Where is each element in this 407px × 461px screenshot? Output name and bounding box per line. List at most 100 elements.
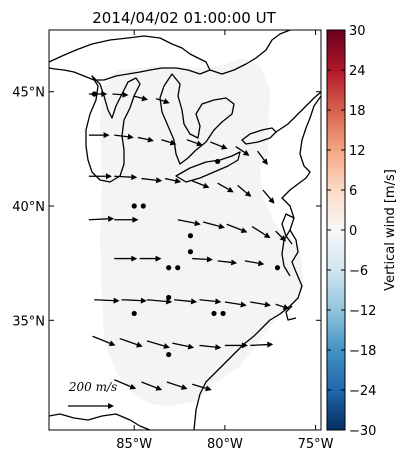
wind-arrow-head [205,385,212,392]
wind-arrow-head [127,133,134,140]
wind-arrow-shaft [114,379,131,388]
wind-arrow [166,381,188,390]
zero-wind-point [140,203,146,209]
wind-arrow-shaft [275,303,284,308]
colorbar-tick-label: 0 [349,224,357,239]
wind-arrow-head [194,220,201,227]
wind-arrow-shaft [251,226,266,236]
zero-wind-point [166,294,172,301]
wind-arrow-head [268,197,275,204]
wind-arrow [114,174,138,181]
wind-arrow-shaft [174,299,192,303]
map-frame [48,29,322,431]
wind-arrow-shaft [262,189,272,200]
wind-arrow-head [267,341,274,348]
wind-arrow [237,184,252,197]
wind-arrow [161,139,177,146]
wind-arrow-shaft [217,260,232,264]
reference-arrow-label: 200 m/s [68,380,117,394]
wind-arrow [88,173,112,180]
wind-arrow-head [206,256,213,263]
wind-arrow [192,180,210,189]
wind-arrow-shaft [141,381,157,389]
reference-arrow-glyph-head [108,403,114,409]
wind-arrow-shaft [146,299,167,303]
reference-arrow [68,403,114,409]
gulf-coast [49,413,151,430]
wind-arrow-shaft [164,177,176,182]
wind-arrow-head [105,173,112,180]
wind-arrow-shaft [114,175,132,178]
wind-arrow [114,216,139,223]
wind-arrow-head [163,98,170,105]
wind-arrow-shaft [235,146,245,153]
x-axis: 85°W 80°W 75°W [116,30,334,452]
wind-arrow-head [174,177,182,184]
wind-arrow-head [129,383,137,390]
pamlico-sound [285,305,297,321]
wind-arrow [119,337,143,348]
zero-wind-point [131,203,137,209]
wind-arrow [244,260,265,267]
wind-arrow-shaft [226,223,243,231]
zero-wind-point [166,351,172,358]
wind-arrow [224,342,248,349]
wind-arrow-shaft [244,260,259,264]
wind-arrow-head [131,255,138,262]
wind-arrow [199,344,222,351]
wind-arrow-shaft [250,343,268,347]
wind-arrow [141,381,163,391]
colorbar-tick-label: 24 [349,64,366,79]
zero-wind-point [211,310,217,317]
wind-arrow-shaft [192,180,205,187]
wind-arrow-head [218,223,225,230]
x-tick-label: 85°W [116,437,152,452]
wind-arrow [174,298,198,305]
wind-arrow [155,97,170,105]
wind-arrow [257,150,268,165]
wind-arrow-head [242,149,250,156]
wind-arrow [146,340,170,349]
wind-arrow-head [131,174,138,181]
wind-arrow [177,219,201,227]
wind-arrow-shaft [166,381,183,388]
wind-arrow-head [230,259,238,266]
wind-arrow-head [113,297,120,304]
wind-arrow-head [215,298,222,305]
wind-arrow-head [227,186,234,193]
wind-arrow-head [132,216,139,223]
zero-wind-point [187,233,194,239]
wind-arrow-head [108,340,116,347]
wind-arrow-shaft [199,299,216,303]
wind-arrow-head [155,385,163,391]
wind-arrow-shaft [177,219,195,224]
zero-wind-point [175,265,181,271]
wind-arrow-head [202,182,210,189]
reference-arrow-key: 200 m/s [68,380,117,409]
colorbar-tick-label: −30 [349,424,376,439]
wind-arrow-head [241,342,248,349]
wind-field-region [100,58,304,406]
wind-arrow-head [165,298,173,305]
wind-arrow-head [240,301,247,308]
colorbar-ticks: 30 24 18 12 6 0 −6 −12 −18 −24 −30 [327,24,376,439]
wind-arrow-shaft [141,177,157,181]
wind-arrow-head [180,384,188,390]
wind-arrow-shaft [275,230,283,238]
colorbar-tick-label: −24 [349,384,376,399]
wind-arrow-head [163,343,170,349]
wind-arrow [224,301,247,308]
wind-arrow [121,297,147,304]
wind-arrow-head [141,95,149,102]
wind-arrow-shaft [199,344,216,348]
wind-arrow [275,303,290,310]
zero-wind-point [274,265,281,271]
lake-huron-outline [159,73,235,165]
wind-arrow [112,91,129,98]
wind-arrow [186,139,203,147]
wind-arrow-head [169,139,177,146]
reference-arrow-glyph [68,403,114,409]
wind-arrow [250,301,271,308]
wind-arrow-head [155,177,163,184]
colorbar-tick-label: 30 [349,24,366,39]
